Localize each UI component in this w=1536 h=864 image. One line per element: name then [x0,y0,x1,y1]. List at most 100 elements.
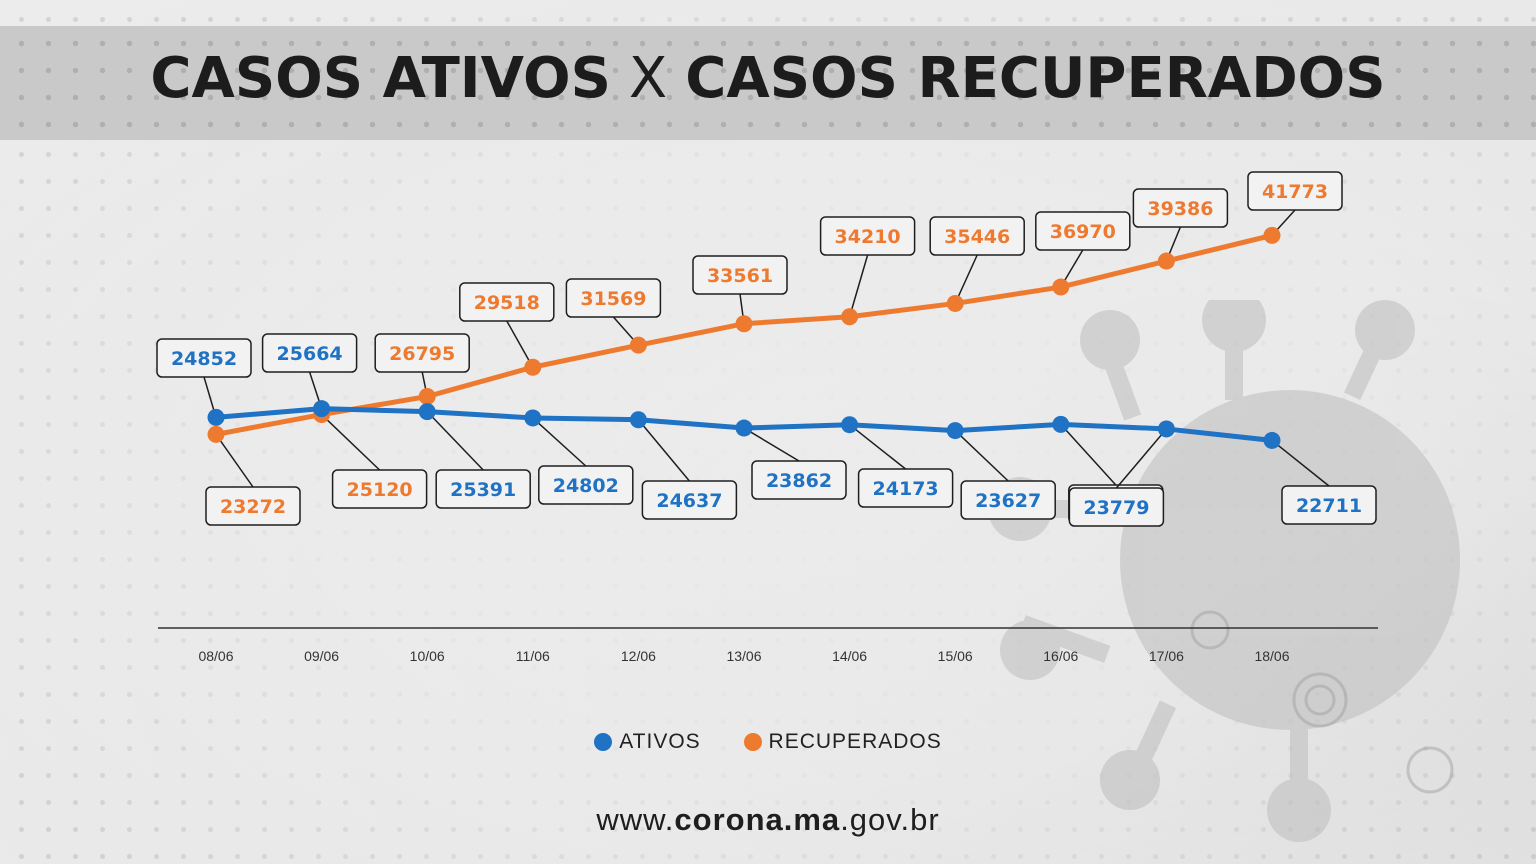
data-point-ativos [1157,420,1175,438]
title-separator: X [628,46,668,111]
data-label-leader-recuperados [954,254,978,304]
data-label-box-recuperados [1035,211,1131,251]
data-point-ativos [1052,415,1070,433]
x-tick-label: 08/06 [198,648,233,664]
data-label-leader-recuperados [215,433,254,488]
data-label-leader-recuperados [321,413,381,471]
data-label-box-recuperados [1247,171,1343,211]
data-label-ativos: 23627 [975,490,1041,512]
legend-item-ativos: ATIVOS [594,730,700,754]
data-point-recuperados [735,315,753,333]
data-label-leader-ativos [426,411,484,471]
data-point-recuperados [629,336,647,354]
data-label-box-ativos [156,338,252,378]
x-tick-label: 16/06 [1043,648,1078,664]
virus-illustration [988,300,1460,842]
url-suffix: .gov.br [840,802,940,837]
data-label-recuperados: 39386 [1147,198,1213,220]
data-label-recuperados: 34210 [835,226,901,248]
data-point-recuperados [524,358,542,376]
data-label-leader-recuperados [506,320,534,368]
data-label-leader-ativos [1060,423,1117,486]
data-label-ativos: 24852 [171,348,237,370]
data-label-ativos: 25664 [277,343,343,365]
data-label-box-recuperados [459,282,555,322]
data-point-recuperados [418,388,436,406]
data-label-leader-ativos [743,427,800,462]
x-tick-label: 15/06 [938,648,973,664]
x-tick-label: 17/06 [1149,648,1184,664]
data-label-ativos: 24637 [656,490,722,512]
data-label-recuperados: 41773 [1262,181,1328,203]
data-label-recuperados: 23272 [220,496,286,518]
data-label-box-recuperados [374,333,470,373]
data-label-box-recuperados [331,469,428,509]
data-label-leader-ativos [849,424,907,470]
data-point-ativos [1263,431,1281,449]
data-point-ativos [524,409,542,427]
x-tick-label: 14/06 [832,648,867,664]
x-tick-label: 09/06 [304,648,339,664]
data-point-ativos [418,403,436,421]
legend-dot-ativos [594,733,613,751]
data-point-recuperados [207,425,225,443]
data-point-ativos [313,400,331,418]
data-label-box-ativos [435,469,531,509]
data-point-recuperados [1263,226,1281,244]
legend-dot-recuperados [743,733,762,751]
data-label-box-recuperados [565,278,662,318]
data-point-ativos [735,419,753,437]
data-point-recuperados [1052,278,1070,296]
data-label-box-ativos [261,333,358,373]
data-label-box-recuperados [692,255,788,295]
chart-legend: ATIVOS RECUPERADOS [0,730,1536,757]
x-tick-label: 18/06 [1254,648,1289,664]
title-banner [0,26,1536,140]
data-label-box-ativos [641,480,738,520]
title-part-ativos: CASOS ATIVOS [150,46,611,111]
data-label-recuperados: 35446 [944,226,1010,248]
data-label-leader-ativos [1115,428,1167,489]
legend-label-ativos: ATIVOS [619,730,701,753]
data-label-recuperados: 33561 [707,265,773,287]
data-point-recuperados [1157,252,1175,270]
data-label-box-recuperados [929,216,1025,256]
data-label-leader-ativos [1271,439,1330,487]
data-label-ativos: 25391 [450,479,516,501]
data-point-recuperados [841,308,859,326]
data-label-box-ativos [751,460,847,500]
data-label-ativos: 24173 [873,478,939,500]
data-label-box-recuperados [819,216,916,256]
data-label-box-recuperados [1132,188,1229,228]
data-label-box-ativos [1281,485,1377,525]
data-point-ativos [946,422,964,440]
data-label-box-ativos [538,465,634,505]
data-point-recuperados [946,294,964,312]
data-label-ativos: 23862 [766,470,832,492]
data-label-recuperados: 25120 [347,479,413,501]
data-label-box-recuperados [205,486,301,526]
data-label-box-ativos [1068,487,1165,527]
data-point-ativos [841,416,859,434]
data-label-ativos: 22711 [1296,495,1362,517]
data-label-box-ativos [960,480,1056,520]
data-label-recuperados: 31569 [580,288,646,310]
x-tick-label: 12/06 [621,648,656,664]
data-label-leader-recuperados [848,254,869,317]
data-label-recuperados: 26795 [389,343,455,365]
x-tick-label: 13/06 [726,648,761,664]
url-prefix: www. [596,802,675,837]
data-point-ativos [629,411,647,429]
title-part-recuperados: CASOS RECUPERADOS [685,46,1386,111]
data-label-recuperados: 29518 [474,292,540,314]
data-label-leader-ativos [637,419,690,482]
legend-label-recuperados: RECUPERADOS [768,730,942,753]
banner-dot-pattern [0,26,1536,140]
data-label-leader-ativos [954,430,1009,482]
data-point-ativos [207,408,225,426]
x-tick-label: 10/06 [410,648,445,664]
x-tick-label: 11/06 [516,648,550,664]
data-label-box-ativos [857,468,954,508]
data-label-ativos: 23779 [1083,497,1149,519]
data-label-leader-ativos [532,417,587,467]
